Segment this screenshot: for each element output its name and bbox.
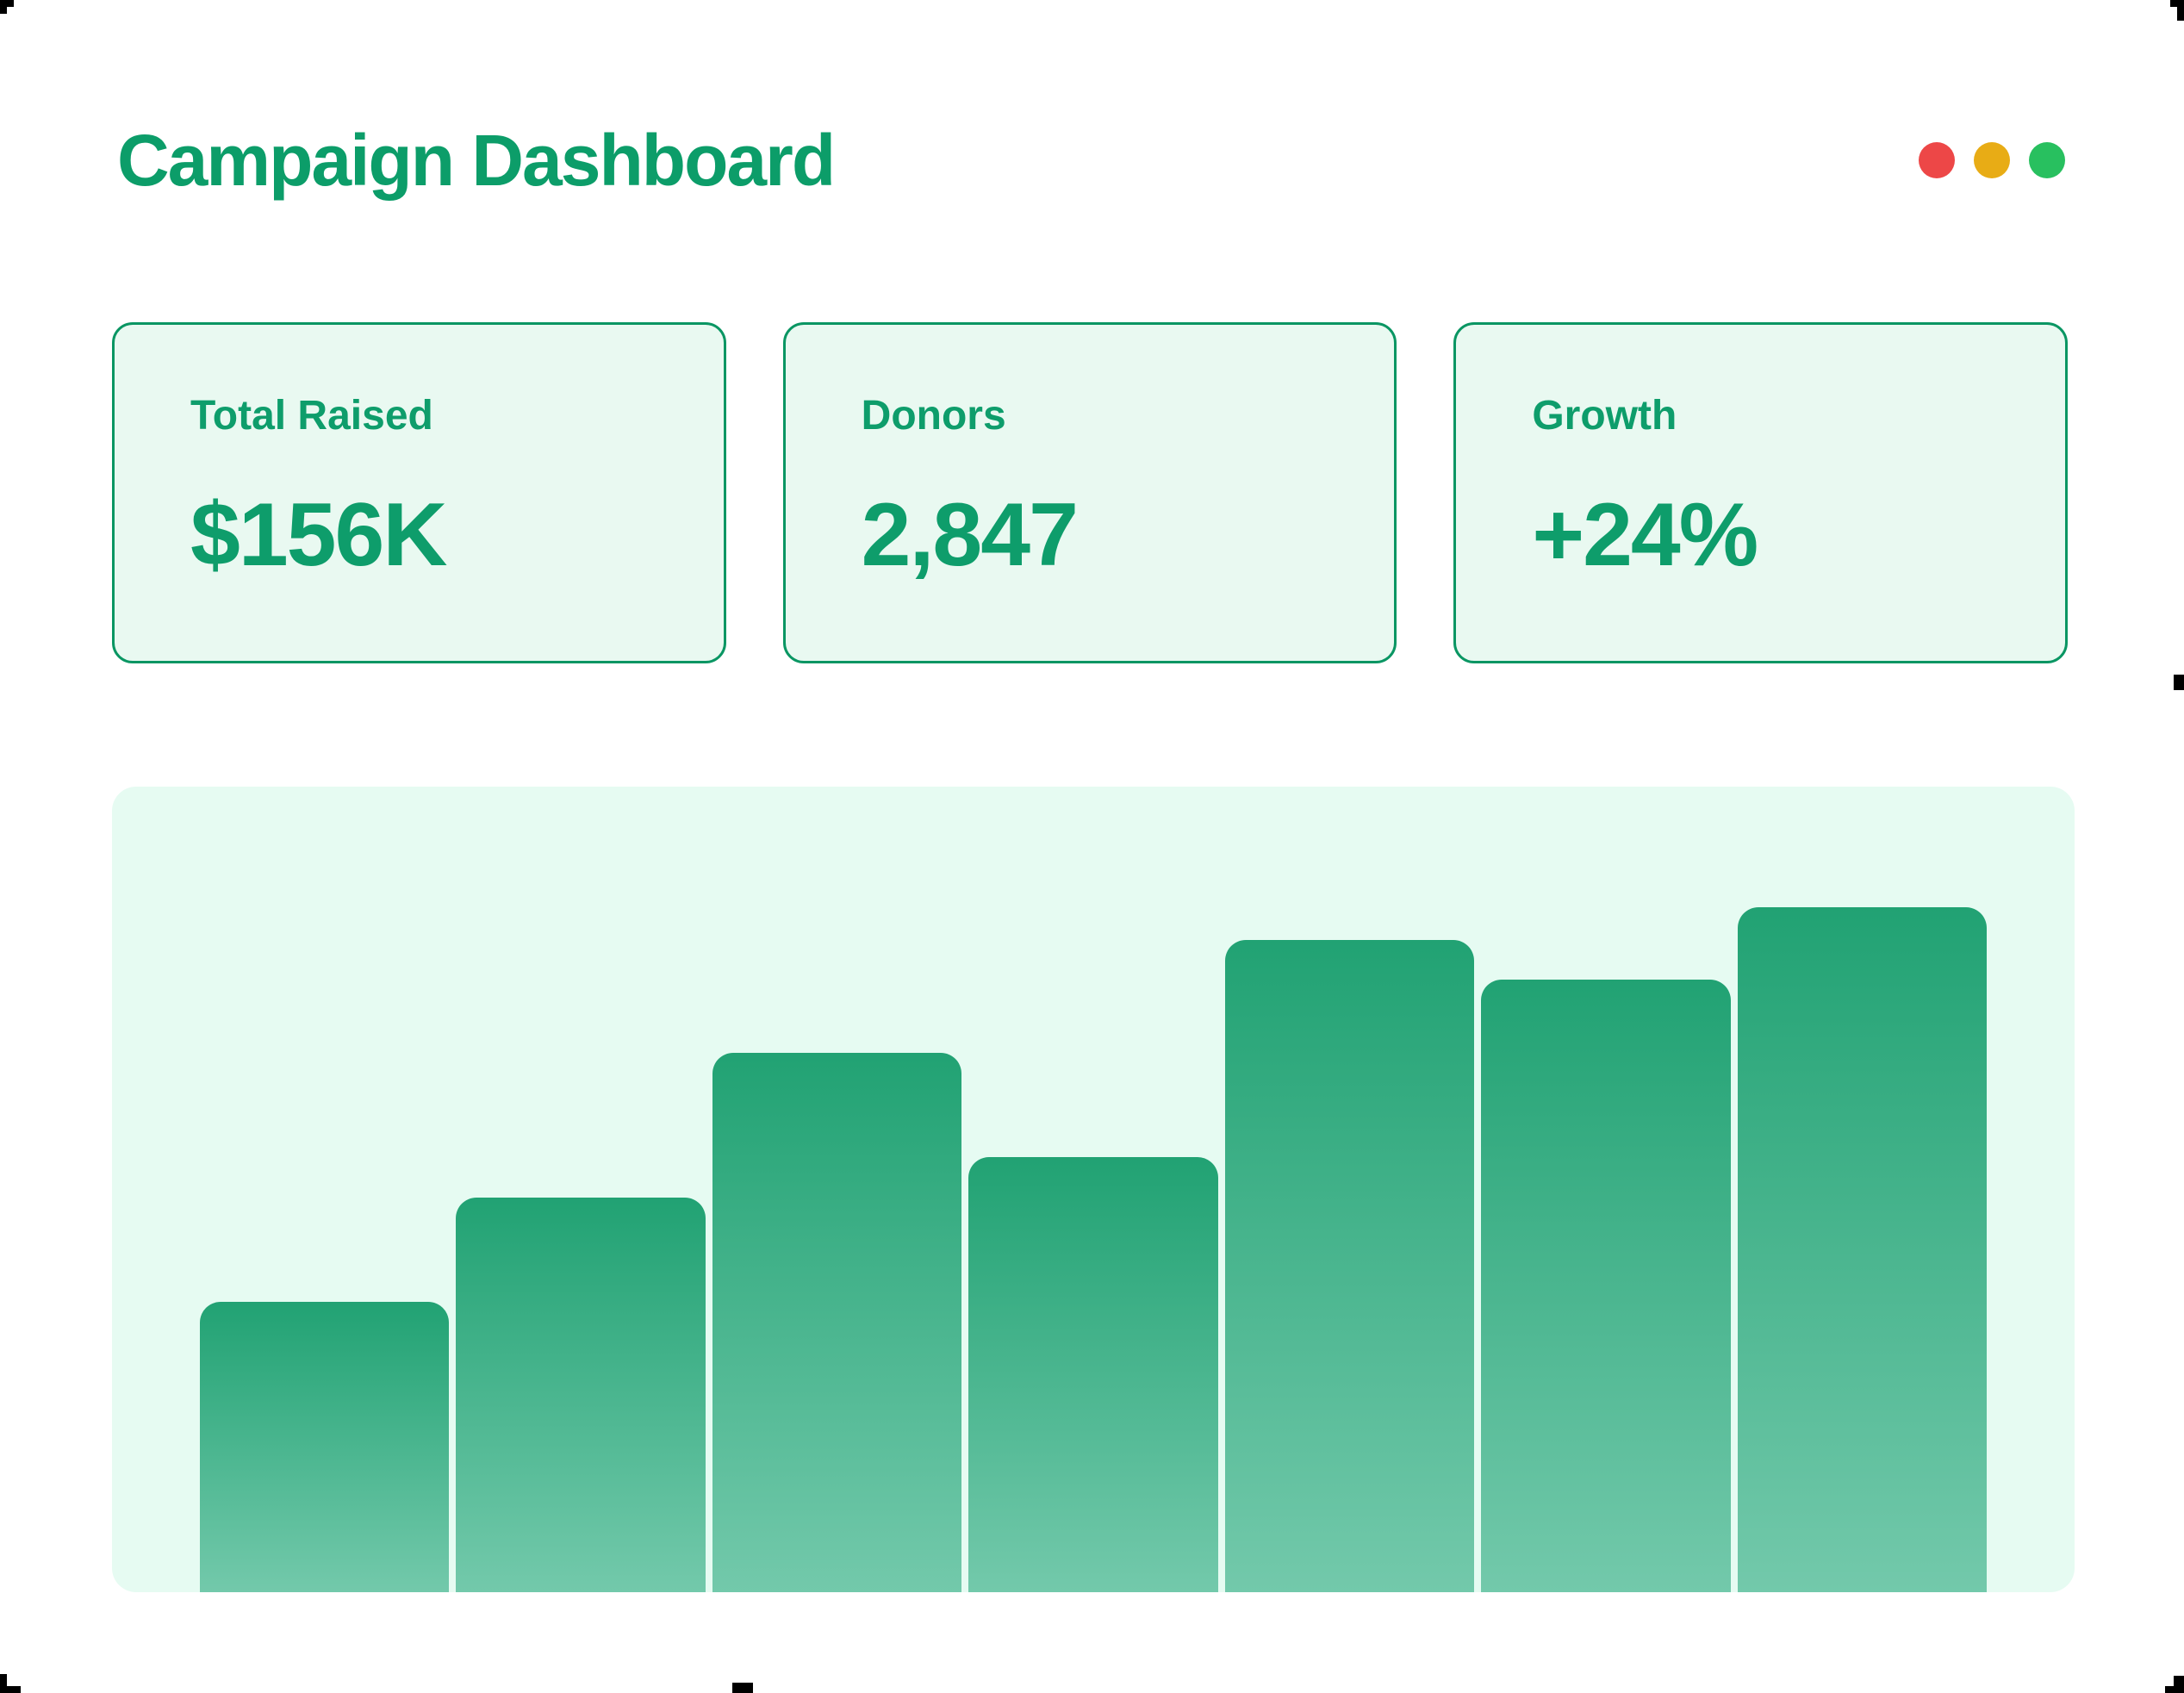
- bar: [1481, 980, 1731, 1592]
- stat-label: Total Raised: [190, 393, 433, 439]
- stat-card-growth: Growth +24%: [1453, 322, 2069, 663]
- crop-mark-top-left-b: [0, 7, 7, 14]
- page-title: Campaign Dashboard: [117, 120, 836, 201]
- stat-value: $156K: [190, 485, 447, 585]
- bar: [1224, 939, 1475, 1592]
- stat-value: +24%: [1532, 485, 1758, 585]
- bar: [1737, 907, 1987, 1592]
- crop-mark-bottom-left-a: [0, 1674, 7, 1693]
- bar: [712, 1052, 962, 1592]
- bar-chart: [112, 787, 2075, 1592]
- crop-mark-top-right-b: [2177, 7, 2184, 21]
- minimize-window-dot[interactable]: [1974, 142, 2010, 178]
- stat-label: Donors: [861, 393, 1006, 439]
- crop-mark-bottom-right-a: [2174, 1676, 2184, 1693]
- crop-mark-bottom-right-b: [2165, 1686, 2174, 1693]
- bar-chart-bars: [200, 787, 1987, 1592]
- crop-mark-top-right-a: [2170, 0, 2184, 7]
- window-controls: [1919, 142, 2065, 178]
- maximize-window-dot[interactable]: [2029, 142, 2065, 178]
- stat-value: 2,847: [861, 485, 1079, 585]
- stat-card-donors: Donors 2,847: [782, 322, 1397, 663]
- stat-label: Growth: [1532, 393, 1677, 439]
- close-window-dot[interactable]: [1919, 142, 1955, 178]
- crop-mark-top-left-a: [0, 0, 14, 7]
- crop-mark-bottom-left-b: [0, 1686, 21, 1693]
- header: Campaign Dashboard: [117, 121, 2065, 200]
- bar: [456, 1197, 706, 1592]
- crop-mark-right-edge: [2174, 675, 2184, 690]
- bar: [200, 1302, 450, 1592]
- stat-card-total-raised: Total Raised $156K: [112, 322, 726, 663]
- bar: [968, 1157, 1218, 1592]
- crop-mark-bottom-edge: [732, 1683, 753, 1693]
- stats-row: Total Raised $156K Donors 2,847 Growth +…: [112, 322, 2069, 663]
